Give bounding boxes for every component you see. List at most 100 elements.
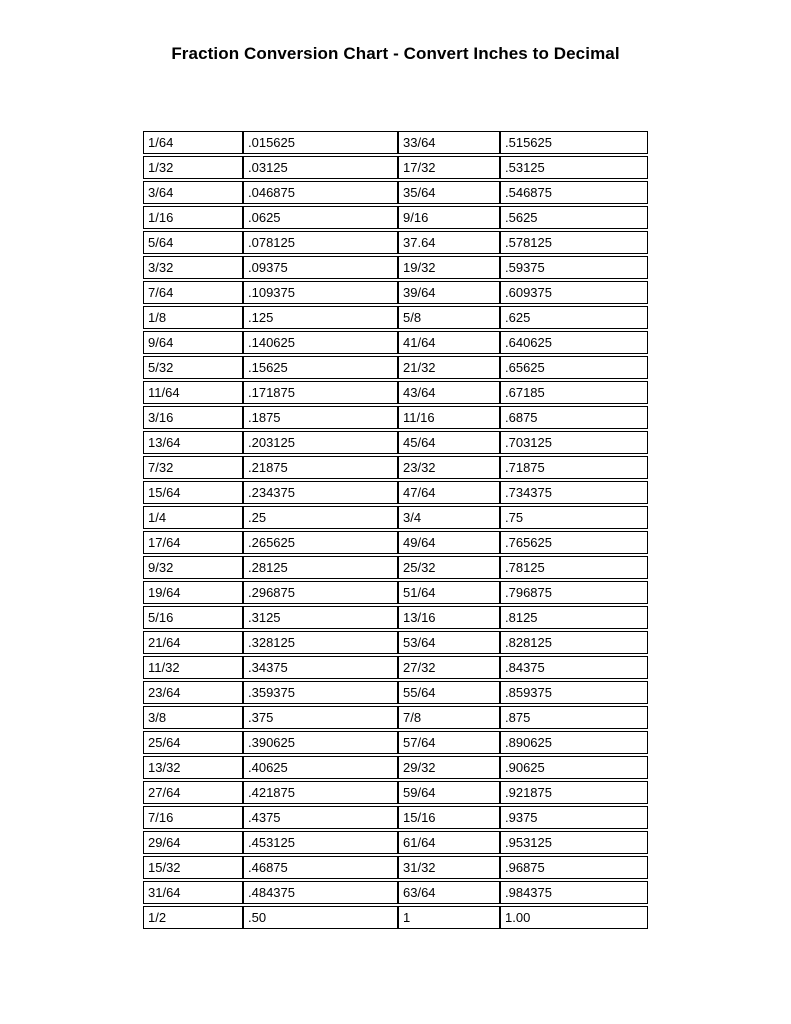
decimal-cell: .28125 bbox=[243, 556, 398, 579]
decimal-cell: .09375 bbox=[243, 256, 398, 279]
fraction-cell: 59/64 bbox=[398, 781, 500, 804]
fraction-cell: 11/16 bbox=[398, 406, 500, 429]
decimal-cell: .5625 bbox=[500, 206, 648, 229]
fraction-cell: 23/32 bbox=[398, 456, 500, 479]
fraction-cell: 15/32 bbox=[143, 856, 243, 879]
decimal-cell: .453125 bbox=[243, 831, 398, 854]
table-row: 3/64.046875 35/64.546875 bbox=[143, 181, 648, 204]
table-row: 3/16.1875 11/16.6875 bbox=[143, 406, 648, 429]
decimal-cell: .734375 bbox=[500, 481, 648, 504]
decimal-cell: .640625 bbox=[500, 331, 648, 354]
table-row: 27/64.421875 59/64.921875 bbox=[143, 781, 648, 804]
decimal-cell: .25 bbox=[243, 506, 398, 529]
fraction-cell: 37.64 bbox=[398, 231, 500, 254]
fraction-cell: 21/32 bbox=[398, 356, 500, 379]
fraction-cell: 7/64 bbox=[143, 281, 243, 304]
table-row: 17/64.265625 49/64.765625 bbox=[143, 531, 648, 554]
decimal-cell: .65625 bbox=[500, 356, 648, 379]
decimal-cell: .96875 bbox=[500, 856, 648, 879]
table-body: 1/64.015625 33/64.515625 1/32.03125 17/32.5… bbox=[143, 131, 648, 929]
table-row: 1/16.0625 9/16.5625 bbox=[143, 206, 648, 229]
fraction-cell: 35/64 bbox=[398, 181, 500, 204]
decimal-cell: .484375 bbox=[243, 881, 398, 904]
fraction-cell: 19/32 bbox=[398, 256, 500, 279]
decimal-cell: .515625 bbox=[500, 131, 648, 154]
decimal-cell: .109375 bbox=[243, 281, 398, 304]
fraction-cell: 41/64 bbox=[398, 331, 500, 354]
fraction-cell: 33/64 bbox=[398, 131, 500, 154]
decimal-cell: .9375 bbox=[500, 806, 648, 829]
decimal-cell: .71875 bbox=[500, 456, 648, 479]
fraction-cell: 17/32 bbox=[398, 156, 500, 179]
fraction-cell: 1/4 bbox=[143, 506, 243, 529]
decimal-cell: .0625 bbox=[243, 206, 398, 229]
table-row: 1/2.50 1 1.00 bbox=[143, 906, 648, 929]
decimal-cell: .78125 bbox=[500, 556, 648, 579]
decimal-cell: .50 bbox=[243, 906, 398, 929]
decimal-cell: .078125 bbox=[243, 231, 398, 254]
table-row: 13/64.203125 45/64.703125 bbox=[143, 431, 648, 454]
table-row: 21/64.328125 53/64.828125 bbox=[143, 631, 648, 654]
fraction-cell: 15/16 bbox=[398, 806, 500, 829]
decimal-cell: .84375 bbox=[500, 656, 648, 679]
fraction-cell: 29/32 bbox=[398, 756, 500, 779]
table-row: 7/64.109375 39/64.609375 bbox=[143, 281, 648, 304]
decimal-cell: .015625 bbox=[243, 131, 398, 154]
fraction-cell: 3/4 bbox=[398, 506, 500, 529]
decimal-cell: .765625 bbox=[500, 531, 648, 554]
decimal-cell: .125 bbox=[243, 306, 398, 329]
decimal-cell: .4375 bbox=[243, 806, 398, 829]
table-row: 19/64.296875 51/64.796875 bbox=[143, 581, 648, 604]
decimal-cell: .1875 bbox=[243, 406, 398, 429]
fraction-cell: 31/64 bbox=[143, 881, 243, 904]
fraction-cell: 31/32 bbox=[398, 856, 500, 879]
fraction-cell: 25/64 bbox=[143, 731, 243, 754]
fraction-cell: 5/16 bbox=[143, 606, 243, 629]
decimal-cell: .40625 bbox=[243, 756, 398, 779]
fraction-cell: 19/64 bbox=[143, 581, 243, 604]
fraction-cell: 5/64 bbox=[143, 231, 243, 254]
fraction-cell: 45/64 bbox=[398, 431, 500, 454]
fraction-cell: 13/64 bbox=[143, 431, 243, 454]
table-row: 9/64.140625 41/64.640625 bbox=[143, 331, 648, 354]
decimal-cell: .171875 bbox=[243, 381, 398, 404]
fraction-cell: 7/32 bbox=[143, 456, 243, 479]
fraction-cell: 1/8 bbox=[143, 306, 243, 329]
table-row: 11/64.171875 43/64.67185 bbox=[143, 381, 648, 404]
fraction-cell: 29/64 bbox=[143, 831, 243, 854]
table-row: 1/8.125 5/8.625 bbox=[143, 306, 648, 329]
fraction-cell: 47/64 bbox=[398, 481, 500, 504]
decimal-cell: .625 bbox=[500, 306, 648, 329]
decimal-cell: .6875 bbox=[500, 406, 648, 429]
table-row: 25/64.390625 57/64.890625 bbox=[143, 731, 648, 754]
fraction-cell: 7/16 bbox=[143, 806, 243, 829]
fraction-cell: 57/64 bbox=[398, 731, 500, 754]
decimal-cell: .890625 bbox=[500, 731, 648, 754]
decimal-cell: .578125 bbox=[500, 231, 648, 254]
decimal-cell: .359375 bbox=[243, 681, 398, 704]
fraction-cell: 1/2 bbox=[143, 906, 243, 929]
fraction-cell: 1/64 bbox=[143, 131, 243, 154]
fraction-cell: 13/32 bbox=[143, 756, 243, 779]
decimal-cell: .796875 bbox=[500, 581, 648, 604]
decimal-cell: .921875 bbox=[500, 781, 648, 804]
fraction-cell: 3/64 bbox=[143, 181, 243, 204]
fraction-cell: 61/64 bbox=[398, 831, 500, 854]
decimal-cell: .140625 bbox=[243, 331, 398, 354]
table-row: 31/64.484375 63/64.984375 bbox=[143, 881, 648, 904]
table-row: 1/64.015625 33/64.515625 bbox=[143, 131, 648, 154]
fraction-cell: 55/64 bbox=[398, 681, 500, 704]
decimal-cell: .03125 bbox=[243, 156, 398, 179]
decimal-cell: .59375 bbox=[500, 256, 648, 279]
fraction-cell: 1/16 bbox=[143, 206, 243, 229]
fraction-cell: 43/64 bbox=[398, 381, 500, 404]
fraction-cell: 63/64 bbox=[398, 881, 500, 904]
decimal-cell: .375 bbox=[243, 706, 398, 729]
fraction-cell: 17/64 bbox=[143, 531, 243, 554]
fraction-cell: 9/32 bbox=[143, 556, 243, 579]
fraction-cell: 9/64 bbox=[143, 331, 243, 354]
table-row: 1/32.03125 17/32.53125 bbox=[143, 156, 648, 179]
table-row: 15/32.46875 31/32.96875 bbox=[143, 856, 648, 879]
decimal-cell: .421875 bbox=[243, 781, 398, 804]
